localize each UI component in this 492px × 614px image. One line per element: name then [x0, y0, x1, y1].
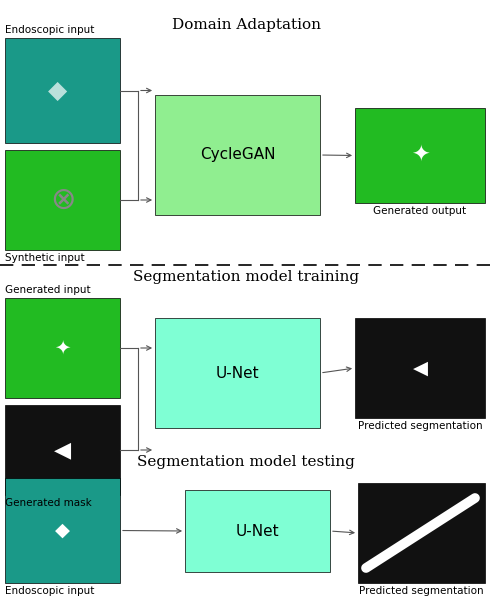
Text: Endoscopic input: Endoscopic input [5, 25, 94, 35]
Bar [5, 478, 120, 583]
Text: U-Net: U-Net [215, 365, 259, 381]
Text: Endoscopic input: Endoscopic input [5, 586, 94, 596]
Text: CycleGAN: CycleGAN [200, 147, 275, 163]
Bar [355, 108, 485, 203]
Text: Generated input: Generated input [5, 285, 91, 295]
Text: ✦: ✦ [54, 338, 71, 357]
Bar [155, 95, 320, 215]
Text: Predicted segmentation: Predicted segmentation [358, 421, 482, 431]
Text: ◆: ◆ [55, 521, 70, 540]
Bar [155, 318, 320, 428]
Text: Generated output: Generated output [373, 206, 466, 216]
Bar [5, 405, 120, 495]
Bar [355, 318, 485, 418]
Text: ◀: ◀ [54, 440, 71, 460]
Text: Generated mask: Generated mask [5, 498, 92, 508]
Bar [5, 150, 120, 250]
Text: ✦: ✦ [411, 146, 430, 166]
Bar [5, 298, 120, 398]
Text: Domain Adaptation: Domain Adaptation [172, 18, 320, 32]
Bar [185, 490, 330, 572]
Text: ◀: ◀ [412, 359, 428, 378]
Bar [5, 38, 120, 143]
Text: Segmentation model training: Segmentation model training [133, 270, 359, 284]
Text: U-Net: U-Net [236, 524, 279, 538]
Text: Predicted segmentation: Predicted segmentation [359, 586, 484, 596]
Text: Segmentation model testing: Segmentation model testing [137, 455, 355, 469]
Text: ⊗: ⊗ [50, 185, 75, 214]
Bar [358, 483, 485, 583]
Text: ◆: ◆ [48, 79, 67, 103]
Text: Synthetic input: Synthetic input [5, 253, 85, 263]
